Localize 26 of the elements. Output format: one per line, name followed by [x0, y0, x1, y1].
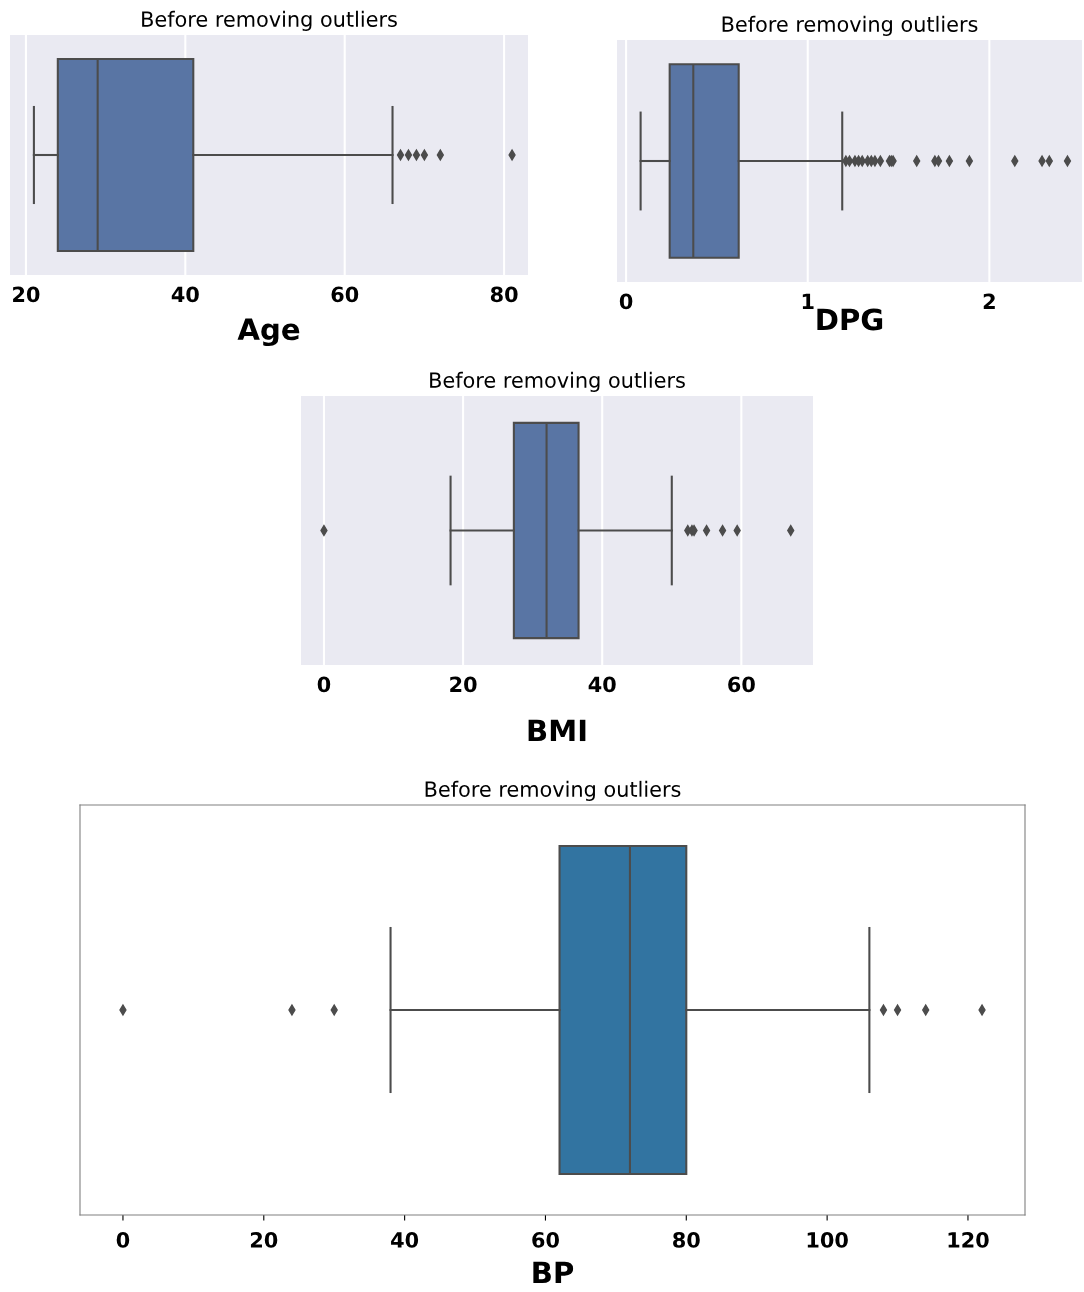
x-tick-label: 40: [171, 286, 199, 303]
chart-title: Before removing outliers: [430, 371, 685, 392]
x-tick-label: 80: [490, 286, 518, 303]
x-tick-label: 60: [728, 676, 755, 693]
x-axis-title: BMI: [528, 719, 586, 742]
x-axis-title: DPG: [817, 308, 883, 331]
x-tick-label: 0: [116, 1232, 130, 1248]
x-tick-label: 40: [391, 1232, 419, 1248]
x-tick-label: 120: [948, 1232, 989, 1248]
x-tick-label: 20: [250, 1232, 278, 1248]
x-tick-label: 40: [588, 676, 616, 693]
chart-title: Before removing outliers: [425, 780, 681, 801]
x-tick-label: 1: [802, 293, 814, 309]
x-tick-label: 0: [317, 676, 331, 693]
x-tick-label: 0: [619, 293, 633, 310]
x-tick-label: 2: [983, 293, 995, 309]
x-tick-label: 20: [450, 676, 477, 693]
x-tick-label: 100: [807, 1232, 848, 1248]
x-tick-label: 20: [13, 286, 40, 303]
chart-title: Before removing outliers: [142, 10, 397, 31]
x-tick-label: 60: [532, 1232, 559, 1248]
x-axis-title: BP: [533, 1261, 574, 1284]
chart-title: Before removing outliers: [722, 15, 978, 36]
x-tick-label: 80: [673, 1232, 700, 1248]
x-axis-title: Age: [237, 318, 300, 347]
x-tick-label: 60: [331, 286, 359, 303]
